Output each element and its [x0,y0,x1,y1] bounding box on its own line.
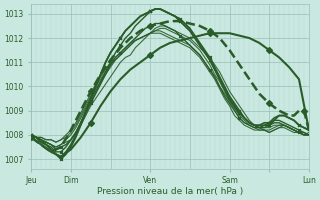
X-axis label: Pression niveau de la mer( hPa ): Pression niveau de la mer( hPa ) [97,187,243,196]
